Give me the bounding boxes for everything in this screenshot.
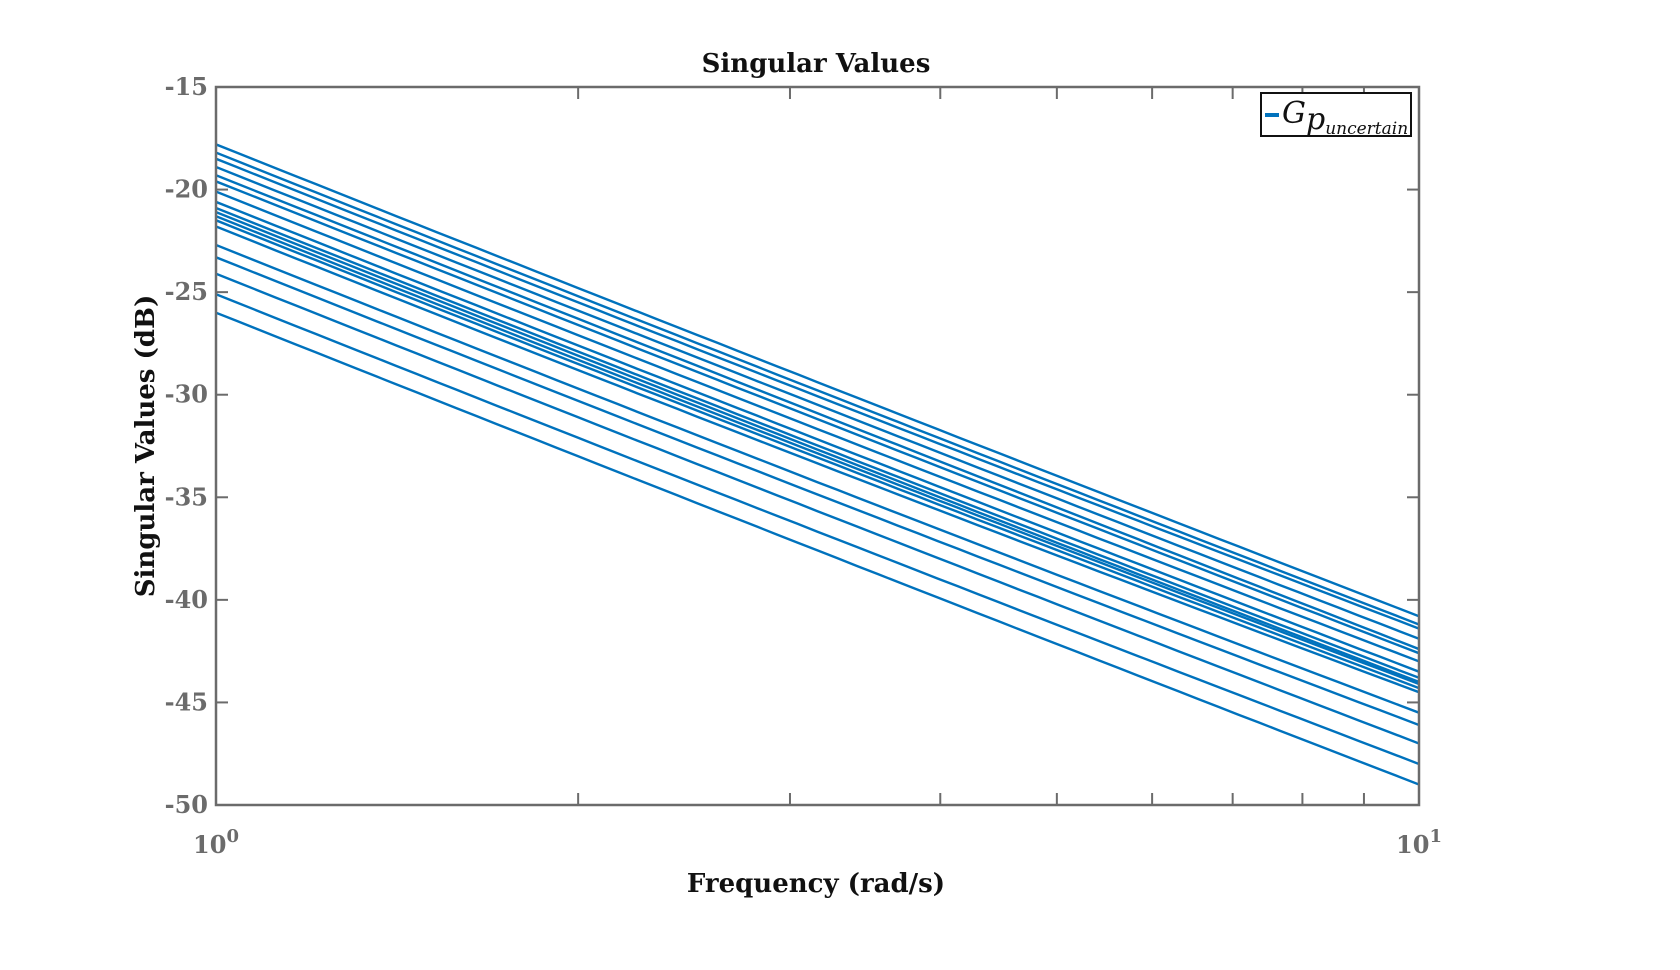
series-line-14 <box>216 243 1419 714</box>
x-tick-labels: 100 101 <box>193 826 1442 859</box>
series-line-2 <box>216 151 1419 626</box>
series-line-6 <box>216 180 1419 655</box>
x-tick-label: 101 <box>1396 826 1442 859</box>
x-tick-label: 100 <box>193 826 239 859</box>
y-tick-label: -25 <box>165 277 208 306</box>
x-axis-title: Frequency (rad/s) <box>687 869 945 899</box>
series-line-16 <box>216 272 1419 745</box>
series-line-7 <box>216 190 1419 663</box>
x-tick-label-base: 10 <box>1396 830 1429 859</box>
series-line-18 <box>216 311 1419 786</box>
legend-label-subsub: uncertain <box>1325 119 1408 139</box>
legend-label: Gpuncertain <box>1282 96 1408 139</box>
series-line-4 <box>216 165 1419 640</box>
y-tick-label: -35 <box>165 482 208 511</box>
series-line-13 <box>216 225 1419 694</box>
series-layer <box>216 143 1419 786</box>
y-tick-label: -20 <box>165 175 208 204</box>
series-line-17 <box>216 293 1419 766</box>
y-tick-label: -15 <box>165 72 208 101</box>
legend-label-sub: p <box>1306 102 1325 137</box>
plot-area-frame <box>214 85 1421 807</box>
chart-title: Singular Values <box>702 49 931 79</box>
series-line-5 <box>216 174 1419 651</box>
legend[interactable]: Gpuncertain <box>1260 92 1412 139</box>
legend-box <box>1260 92 1412 137</box>
series-line-10 <box>216 210 1419 684</box>
y-tick-label: -30 <box>165 380 208 409</box>
y-axis-title: Singular Values (dB) <box>131 295 161 598</box>
y-tick-label: -50 <box>165 790 208 819</box>
x-tick-label-exponent: 1 <box>1429 826 1442 847</box>
x-tick-label-exponent: 0 <box>226 826 239 847</box>
x-tick-label-base: 10 <box>193 830 226 859</box>
legend-label-main: G <box>1282 96 1306 131</box>
y-tick-label: -45 <box>165 687 208 716</box>
series-line-15 <box>216 256 1419 727</box>
series-line-1 <box>216 143 1419 618</box>
y-tick-label: -40 <box>165 585 208 614</box>
y-tick-labels: -15 -20 -25 -30 -35 -40 -45 -50 <box>165 72 208 819</box>
series-line-8 <box>216 200 1419 673</box>
series-line-11 <box>216 215 1419 686</box>
series-line-9 <box>216 206 1419 679</box>
series-line-12 <box>216 219 1419 690</box>
series-line-3 <box>216 157 1419 630</box>
